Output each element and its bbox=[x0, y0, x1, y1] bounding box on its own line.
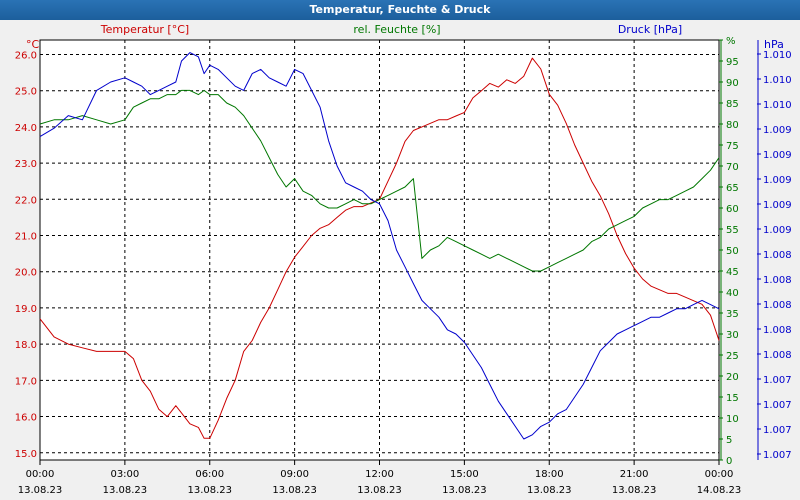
temperature-tick-label: 23.0 bbox=[15, 159, 37, 170]
pressure-tick-label: 1.008 bbox=[763, 325, 792, 336]
temperature-tick-label: 17.0 bbox=[15, 376, 37, 387]
humidity-tick-label: 60 bbox=[726, 204, 739, 215]
pressure-tick-label: 1.007 bbox=[763, 400, 792, 411]
x-tick-time: 06:00 bbox=[195, 469, 224, 480]
x-tick-date: 13.08.23 bbox=[527, 485, 572, 496]
x-tick-time: 00:00 bbox=[705, 469, 734, 480]
series-line-temperature bbox=[39, 57, 720, 439]
x-tick-date: 13.08.23 bbox=[103, 485, 148, 496]
x-tick-date: 13.08.23 bbox=[442, 485, 487, 496]
temperature-tick-label: 19.0 bbox=[15, 304, 37, 315]
humidity-tick-label: 40 bbox=[726, 288, 739, 299]
pressure-tick-label: 1.008 bbox=[763, 300, 792, 311]
humidity-tick-label: 75 bbox=[726, 141, 739, 152]
humidity-tick-label: 65 bbox=[726, 183, 739, 194]
humidity-tick-label: 15 bbox=[726, 393, 739, 404]
x-tick-time: 00:00 bbox=[26, 469, 55, 480]
pressure-tick-label: 1.008 bbox=[763, 350, 792, 361]
temperature-tick-label: 24.0 bbox=[15, 123, 37, 134]
pressure-tick-label: 1.007 bbox=[763, 450, 792, 461]
x-tick-time: 09:00 bbox=[280, 469, 309, 480]
humidity-tick-label: 25 bbox=[726, 351, 739, 362]
pressure-tick-label: 1.007 bbox=[763, 425, 792, 436]
humidity-tick-label: 20 bbox=[726, 372, 739, 383]
humidity-tick-label: 55 bbox=[726, 225, 739, 236]
x-tick-date: 13.08.23 bbox=[612, 485, 657, 496]
pressure-axis-title: Druck [hPa] bbox=[618, 23, 682, 36]
humidity-tick-label: 10 bbox=[726, 414, 739, 425]
x-tick-time: 03:00 bbox=[110, 469, 139, 480]
x-tick-time: 18:00 bbox=[535, 469, 564, 480]
temperature-tick-label: 20.0 bbox=[15, 268, 37, 279]
x-tick-date: 13.08.23 bbox=[272, 485, 317, 496]
humidity-tick-label: 90 bbox=[726, 78, 739, 89]
x-tick-time: 12:00 bbox=[365, 469, 394, 480]
humidity-tick-label: % bbox=[726, 36, 736, 47]
humidity-axis-title: rel. Feuchte [%] bbox=[353, 23, 440, 36]
window-title: Temperatur, Feuchte & Druck bbox=[0, 0, 800, 20]
humidity-tick-label: 50 bbox=[726, 246, 739, 257]
axes-layer: 00:00 13.08.23 03:00 13.08.23 06:00 13.08.23 0… bbox=[15, 36, 792, 496]
humidity-tick-label: 95 bbox=[726, 57, 739, 68]
temperature-axis-unit: °C bbox=[26, 38, 40, 51]
pressure-tick-label: 1.008 bbox=[763, 250, 792, 261]
pressure-tick-label: 1.009 bbox=[763, 150, 792, 161]
grid-lines bbox=[40, 40, 719, 460]
pressure-tick-label: 1.009 bbox=[763, 125, 792, 136]
series-line-pressure bbox=[39, 52, 720, 440]
humidity-tick-label: 30 bbox=[726, 330, 739, 341]
pressure-tick-label: 1.009 bbox=[763, 225, 792, 236]
temperature-tick-label: 16.0 bbox=[15, 413, 37, 424]
temperature-tick-label: 15.0 bbox=[15, 449, 37, 460]
chart: 00:00 13.08.23 03:00 13.08.23 06:00 13.08.23 0… bbox=[15, 23, 792, 496]
series-line-humidity bbox=[39, 89, 720, 272]
pressure-tick-label: 1.010 bbox=[763, 50, 792, 61]
x-tick-date: 13.08.23 bbox=[187, 485, 232, 496]
temperature-tick-label: 25.0 bbox=[15, 87, 37, 98]
humidity-tick-label: 5 bbox=[726, 435, 732, 446]
humidity-tick-label: 35 bbox=[726, 309, 739, 320]
temperature-axis-title: Temperatur [°C] bbox=[100, 23, 189, 36]
x-tick-date: 13.08.23 bbox=[357, 485, 402, 496]
series-layer bbox=[39, 52, 720, 440]
temperature-tick-label: 21.0 bbox=[15, 232, 37, 243]
humidity-tick-label: 85 bbox=[726, 99, 739, 110]
x-tick-date: 13.08.23 bbox=[18, 485, 63, 496]
temperature-tick-label: 22.0 bbox=[15, 195, 37, 206]
x-tick-date: 14.08.23 bbox=[697, 485, 742, 496]
temperature-tick-label: 26.0 bbox=[15, 50, 37, 61]
pressure-tick-label: 1.009 bbox=[763, 200, 792, 211]
pressure-tick-label: 1.010 bbox=[763, 100, 792, 111]
x-tick-time: 15:00 bbox=[450, 469, 479, 480]
pressure-tick-label: 1.008 bbox=[763, 275, 792, 286]
humidity-tick-label: 0 bbox=[726, 456, 732, 467]
pressure-axis-unit: hPa bbox=[764, 38, 784, 51]
pressure-tick-label: 1.009 bbox=[763, 175, 792, 186]
pressure-tick-label: 1.010 bbox=[763, 75, 792, 86]
humidity-tick-label: 70 bbox=[726, 162, 739, 173]
humidity-tick-label: 45 bbox=[726, 267, 739, 278]
humidity-tick-label: 80 bbox=[726, 120, 739, 131]
pressure-tick-label: 1.007 bbox=[763, 375, 792, 386]
x-tick-time: 21:00 bbox=[620, 469, 649, 480]
temperature-tick-label: 18.0 bbox=[15, 340, 37, 351]
